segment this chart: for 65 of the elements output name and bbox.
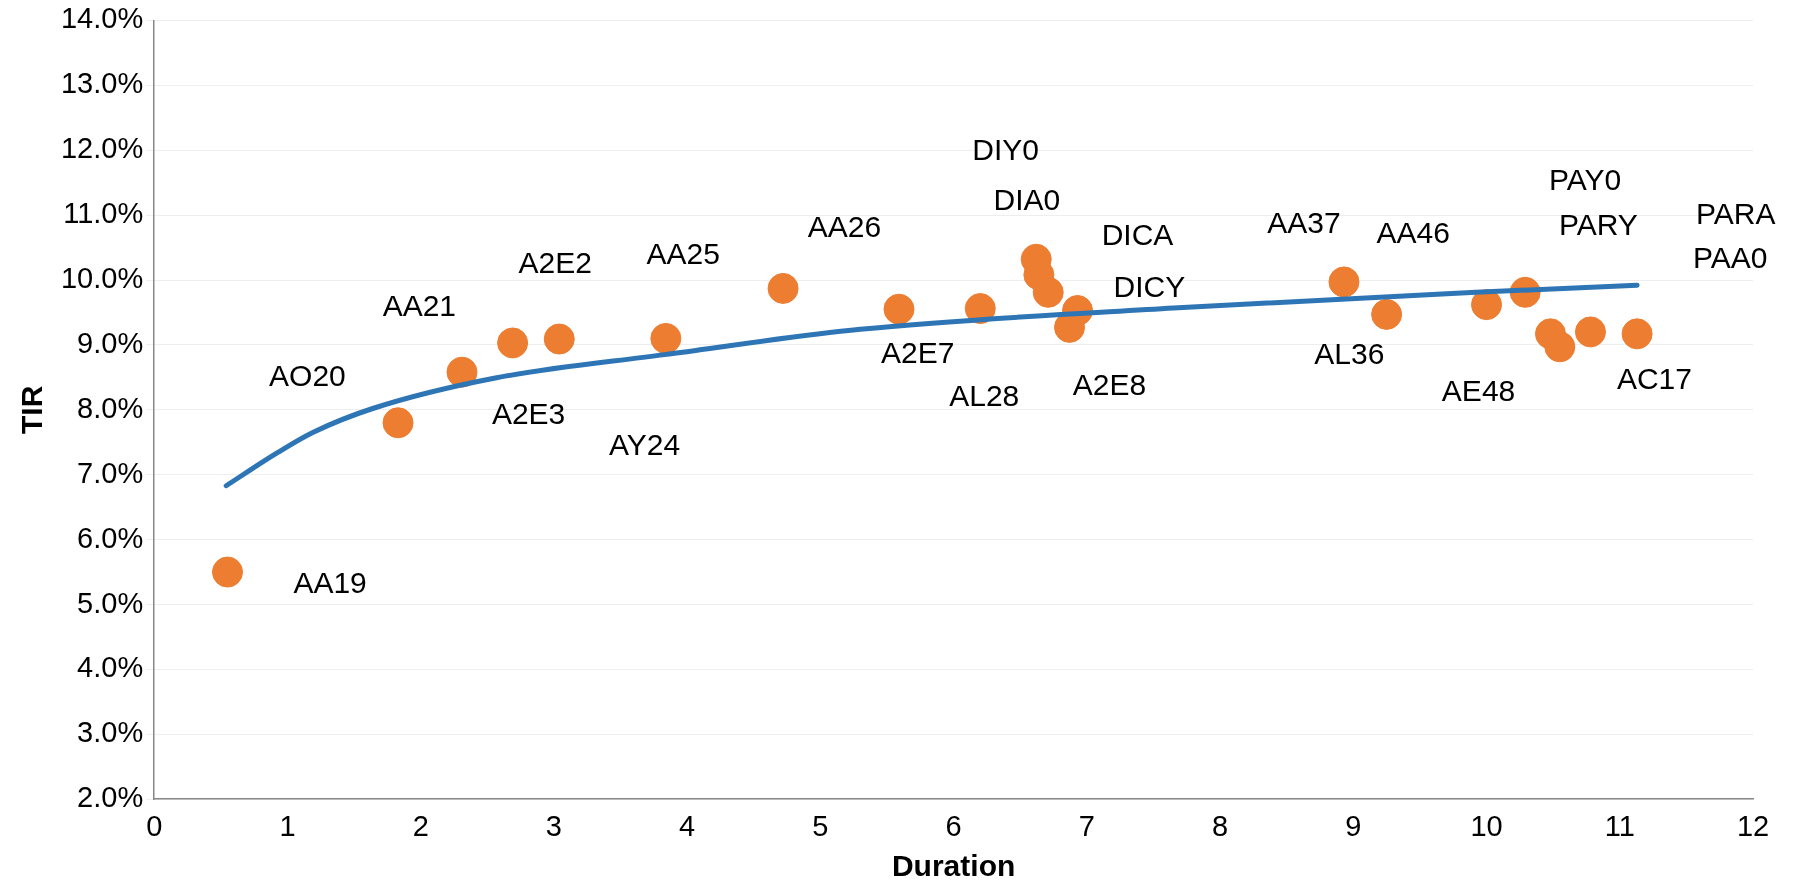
y-tick-label: 2.0% xyxy=(77,781,144,814)
point xyxy=(883,293,915,325)
annotation: PAA0 xyxy=(1693,241,1768,275)
annotation: A2E3 xyxy=(491,396,566,430)
annotation: AA26 xyxy=(807,209,882,243)
y-tick-label: 12.0% xyxy=(60,132,144,165)
y-tick-label: 6.0% xyxy=(77,521,144,554)
annotation: DIA0 xyxy=(993,182,1061,216)
annotation: PAY0 xyxy=(1549,162,1622,196)
y-tick-label: 8.0% xyxy=(77,391,144,424)
point xyxy=(212,556,244,588)
x-tick-label: 11 xyxy=(1604,809,1635,842)
point xyxy=(1371,298,1403,330)
point xyxy=(497,327,529,359)
x-tick-label: 6 xyxy=(945,809,962,842)
y-tick-label: 3.0% xyxy=(77,716,144,749)
annotation: PARA xyxy=(1696,196,1776,230)
y-tick-label: 7.0% xyxy=(77,456,144,489)
x-tick-label: 12 xyxy=(1736,809,1770,842)
y-tick-label: 14.0% xyxy=(60,2,144,35)
point xyxy=(1544,331,1576,363)
annotation: AA19 xyxy=(293,566,367,600)
annotation: DIY0 xyxy=(972,132,1039,166)
annotation: AL36 xyxy=(1314,337,1385,371)
annotation: AA37 xyxy=(1267,206,1341,240)
annotation: AY24 xyxy=(608,428,681,462)
point xyxy=(1574,316,1606,348)
x-tick-label: 7 xyxy=(1078,809,1095,842)
x-tick-label: 10 xyxy=(1470,809,1503,842)
annotation: AE48 xyxy=(1441,374,1516,408)
point xyxy=(1032,276,1064,308)
annotation: DICY xyxy=(1113,269,1186,303)
annotation: PARY xyxy=(1558,208,1638,242)
annotation: AA21 xyxy=(382,289,457,323)
x-tick-label: 0 xyxy=(146,809,163,842)
y-tick-label: 4.0% xyxy=(77,651,144,684)
y-tick-label: 9.0% xyxy=(77,326,144,359)
y-tick-label: 13.0% xyxy=(60,67,144,100)
point xyxy=(767,272,799,304)
x-tick-label: 3 xyxy=(545,809,562,842)
x-tick-label: 4 xyxy=(679,809,696,842)
x-tick-label: 2 xyxy=(412,809,429,842)
annotation: AA25 xyxy=(646,237,720,271)
x-tick-label: 8 xyxy=(1212,809,1229,842)
annotation: AA46 xyxy=(1376,216,1450,250)
point xyxy=(1621,318,1653,350)
y-axis-title: TIR xyxy=(15,385,49,434)
point xyxy=(1328,266,1360,298)
annotation: AC17 xyxy=(1616,361,1692,395)
point xyxy=(543,323,575,355)
x-tick-label: 9 xyxy=(1345,809,1362,842)
annotation: A2E2 xyxy=(518,245,592,279)
y-tick-label: 10.0% xyxy=(60,262,144,294)
annotation: A2E8 xyxy=(1072,367,1147,401)
x-tick-label: 5 xyxy=(812,809,829,842)
y-tick-label: 11.0% xyxy=(63,197,144,230)
y-tick-label: 5.0% xyxy=(77,586,144,619)
x-axis-title: Duration xyxy=(891,849,1016,883)
annotation: AO20 xyxy=(269,359,346,393)
annotation: DICA xyxy=(1101,218,1174,252)
point xyxy=(382,407,414,439)
point xyxy=(650,322,682,354)
annotation: AL28 xyxy=(949,378,1020,412)
annotation: A2E7 xyxy=(880,335,955,369)
x-tick-label: 1 xyxy=(279,809,296,842)
